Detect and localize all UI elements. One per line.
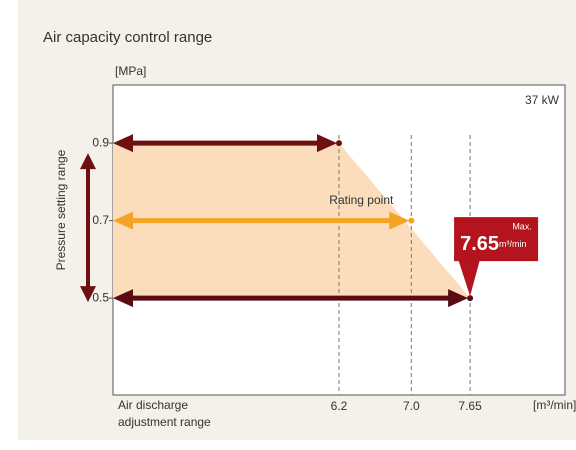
y-label: Pressure setting range <box>54 149 68 270</box>
arrow-head <box>113 211 133 230</box>
arrow-head <box>317 134 337 153</box>
callout-label: Max. <box>512 222 532 232</box>
y-tick-label: 0.9 <box>92 135 109 149</box>
callout-box <box>454 217 539 262</box>
model: 37 kW <box>525 93 560 107</box>
callout-value: 7.65m³/min <box>460 233 526 255</box>
arrow-head <box>113 289 133 308</box>
arrow-head <box>80 286 96 303</box>
arrow-head <box>113 134 133 153</box>
arrow-head <box>389 211 410 230</box>
y-tick-label: 0.7 <box>92 213 109 227</box>
x-tick-label: 7.65 <box>458 399 482 413</box>
arrow-head <box>448 289 469 308</box>
point-label: Rating point <box>329 193 394 207</box>
arrow-head <box>80 153 96 170</box>
y-tick-label: 0.5 <box>92 290 109 304</box>
chart-title: Air capacity control range <box>43 29 212 46</box>
max-unit: m³/min <box>499 240 526 250</box>
x-label: Air discharge <box>118 398 188 412</box>
callout-pointer <box>458 259 481 297</box>
max-value: 7.65 <box>460 233 499 255</box>
x-label: adjustment range <box>118 415 211 429</box>
y-unit: [MPa] <box>115 64 146 78</box>
point <box>467 295 474 302</box>
x-tick-label: 6.2 <box>331 399 348 413</box>
x-tick-label: 7.0 <box>403 399 420 413</box>
point <box>336 140 342 147</box>
point <box>408 217 415 224</box>
x-unit: [m³/min] <box>533 398 576 412</box>
